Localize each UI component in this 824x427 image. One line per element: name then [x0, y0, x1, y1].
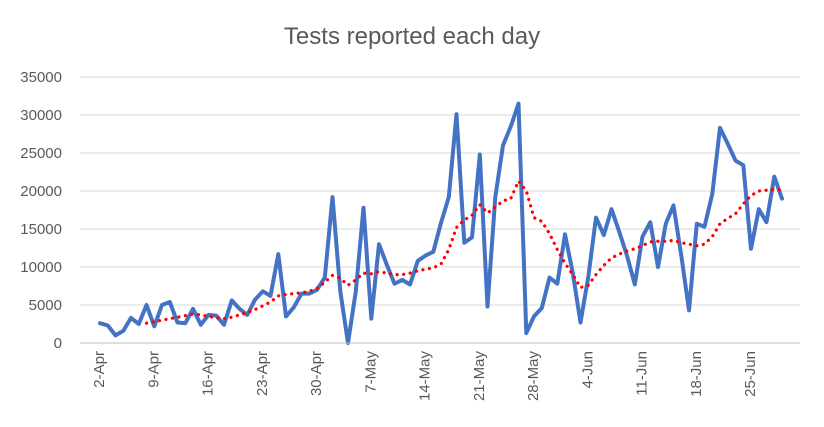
x-tick-label: 21-May [471, 351, 488, 402]
y-tick-label: 10000 [20, 259, 62, 276]
y-tick-label: 5000 [29, 297, 62, 314]
x-tick-label: 23-Apr [254, 351, 271, 396]
x-tick-label: 11-Jun [634, 351, 651, 396]
x-tick-label: 7-May [362, 351, 379, 393]
x-tick-label: 30-Apr [308, 351, 325, 396]
y-tick-label: 30000 [20, 107, 62, 124]
x-tick-label: 14-May [417, 351, 434, 402]
x-tick-label: 4-Jun [579, 351, 596, 389]
y-tick-label: 15000 [20, 221, 62, 238]
y-tick-label: 35000 [20, 69, 62, 86]
x-axis-tick-labels: 2-Apr 9-Apr 16-Apr 23-Apr 30-Apr 7-May 14-May 2… [91, 351, 759, 402]
chart-title: Tests reported each day [284, 23, 540, 50]
x-tick-label: 9-Apr [145, 351, 162, 388]
x-tick-label: 25-Jun [742, 351, 759, 397]
y-axis-tick-labels: 0 5000 10000 15000 20000 25000 30000 35000 [20, 69, 62, 352]
daily-tests-series [98, 101, 784, 345]
y-tick-label: 25000 [20, 145, 62, 162]
x-tick-label: 16-Apr [200, 351, 217, 396]
y-tick-label: 20000 [20, 183, 62, 200]
series-lines [98, 101, 784, 345]
trend-line-series [144, 179, 784, 325]
x-tick-label: 2-Apr [91, 351, 108, 388]
x-tick-label: 18-Jun [688, 351, 705, 397]
y-tick-label: 0 [54, 335, 62, 352]
x-tick-label: 28-May [525, 351, 542, 402]
